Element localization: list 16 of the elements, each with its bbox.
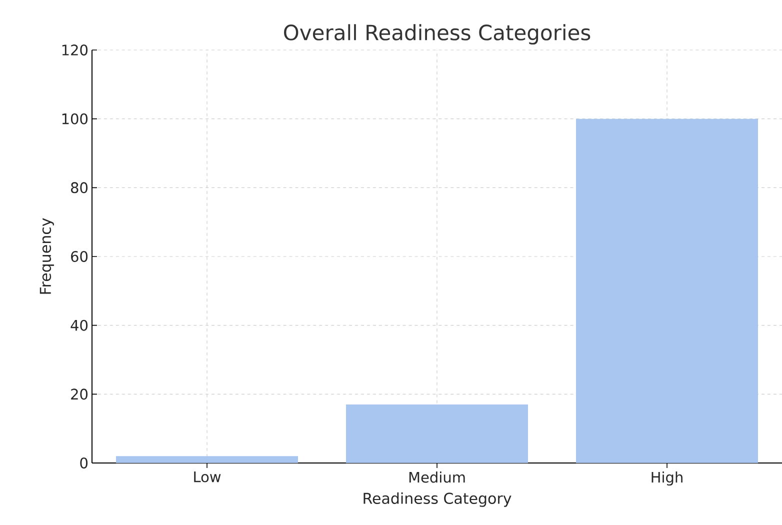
y-tick-label: 40 — [70, 320, 88, 331]
y-axis-title: Frequency — [40, 218, 54, 294]
chart-title: Overall Readiness Categories — [284, 24, 590, 45]
y-tick-label: 100 — [62, 113, 88, 124]
bar — [576, 118, 758, 463]
x-tick-label: Low — [194, 472, 221, 482]
x-axis-title: Readiness Category — [364, 492, 512, 507]
y-tick-label: 80 — [71, 182, 88, 194]
y-tick-label: 20 — [71, 388, 88, 400]
y-tick-label: 120 — [62, 44, 88, 56]
x-tick-label: Medium — [409, 472, 465, 483]
x-tick-label: High — [652, 472, 682, 486]
bar — [116, 456, 298, 463]
y-tick-label: 0 — [80, 458, 88, 468]
y-tick-label: 60 — [71, 251, 88, 262]
bar — [346, 404, 528, 463]
